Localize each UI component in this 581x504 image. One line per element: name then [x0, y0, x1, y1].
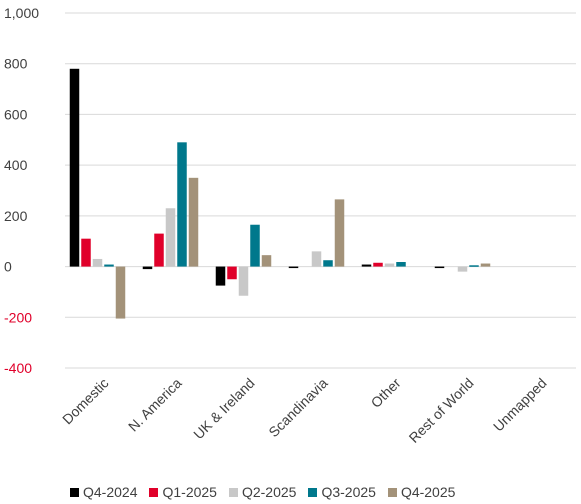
bar — [188, 177, 199, 267]
legend-item: Q2-2025 — [228, 484, 297, 500]
bar — [154, 233, 164, 267]
bar — [81, 238, 91, 267]
bar — [434, 266, 445, 269]
bar — [104, 264, 114, 267]
legend-swatch — [228, 487, 238, 497]
legend-label: Q2-2025 — [241, 484, 297, 500]
y-tick-label: -200 — [4, 309, 32, 325]
bar — [115, 266, 126, 319]
bar — [69, 68, 80, 267]
y-tick-label: -400 — [4, 360, 32, 376]
x-axis: Domestic N. America UK & Ireland Scandinavi… — [59, 375, 550, 446]
legend-label: Q4-2025 — [400, 484, 456, 500]
legend-swatch — [387, 487, 397, 497]
y-tick-label: 800 — [4, 56, 28, 72]
legend-label: Q1-2025 — [162, 484, 217, 500]
x-category-label: Other — [368, 375, 404, 411]
y-tick-label: 200 — [4, 208, 28, 224]
x-category-label: UK & Ireland — [190, 375, 257, 442]
bar — [227, 266, 237, 280]
bar — [142, 266, 153, 270]
bar — [177, 142, 187, 267]
bar — [334, 199, 345, 267]
grid-layer — [65, 12, 576, 369]
bar — [373, 262, 383, 267]
bar — [250, 224, 260, 267]
y-tick-label: 0 — [4, 259, 12, 275]
y-axis: -400 -200 0 200 400 600 800 1,000 — [4, 5, 39, 376]
bar — [288, 266, 299, 269]
bar — [361, 264, 372, 267]
bar — [165, 208, 176, 267]
legend-item: Q4-2024 — [70, 484, 137, 500]
legend-item: Q4-2025 — [387, 484, 456, 500]
bar — [311, 251, 322, 267]
x-category-label: Domestic — [59, 375, 112, 428]
chart-canvas: -400 -200 0 200 400 600 800 1,000 Domestic N. Am… — [4, 5, 576, 446]
bar — [384, 263, 395, 267]
y-tick-label: 400 — [4, 157, 28, 173]
x-category-label: N. America — [125, 375, 185, 435]
bars — [69, 68, 491, 319]
y-tick-label: 600 — [4, 106, 28, 122]
legend-label: Q4-2024 — [83, 484, 138, 500]
legend-item: Q1-2025 — [149, 484, 217, 500]
legend-label: Q3-2025 — [321, 484, 376, 500]
legend: Q4-2024 Q1-2025 Q2-2025 Q3-2025 Q4-2025 — [70, 482, 467, 502]
y-tick-label: 1,000 — [4, 5, 39, 21]
x-category-label: Unmapped — [490, 375, 550, 435]
legend-swatch — [70, 487, 79, 497]
bar — [480, 263, 491, 267]
bar — [323, 260, 333, 267]
bar — [215, 266, 226, 286]
bar — [238, 266, 249, 296]
bar — [469, 265, 479, 267]
legend-swatch — [149, 487, 159, 497]
x-category-label: Rest of World — [406, 375, 477, 446]
bar — [396, 262, 406, 267]
bar — [92, 258, 103, 267]
x-category-label: Scandinavia — [265, 375, 330, 440]
bar — [457, 266, 468, 272]
bar — [261, 255, 272, 267]
legend-item: Q3-2025 — [308, 484, 376, 500]
legend-swatch — [308, 487, 318, 497]
